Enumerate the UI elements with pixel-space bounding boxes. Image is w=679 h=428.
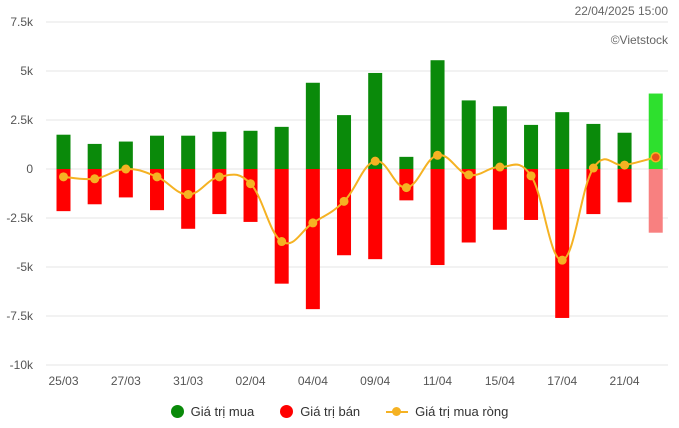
net-point [557, 255, 567, 265]
buy-bar [399, 156, 414, 169]
legend-net-marker [386, 405, 409, 418]
y-axis: 7.5k 5k 2.5k 0 -2.5k -5k -7.5k -10k [6, 15, 34, 372]
buy-bar [150, 135, 165, 169]
sell-bar [648, 169, 663, 233]
net-point [495, 162, 505, 172]
buy-bar [555, 112, 570, 169]
x-tick-label: 17/04 [547, 374, 577, 388]
buy-bar [274, 126, 289, 169]
net-point [370, 156, 380, 166]
x-tick-label: 21/04 [610, 374, 640, 388]
buy-bar [586, 123, 601, 169]
net-point [339, 196, 349, 206]
x-tick-label: 15/04 [485, 374, 515, 388]
legend-buy-label: Giá trị mua [190, 404, 255, 419]
net-point [152, 172, 162, 182]
net-point [650, 151, 661, 163]
y-tick-label: 7.5k [10, 15, 34, 29]
buy-bar [56, 134, 71, 169]
buy-bar [337, 115, 352, 169]
net-trading-chart: 22/04/2025 15:00 ©Vietstock 7.5k 5k 2.5k 0 -… [6, 4, 669, 388]
legend-sell-marker [280, 405, 294, 418]
net-point [401, 183, 411, 193]
x-tick-label: 27/03 [111, 374, 141, 388]
legend-buy-marker [170, 405, 184, 418]
net-point [433, 150, 443, 160]
sell-bar [430, 169, 445, 266]
sell-bar [118, 169, 133, 198]
buy-bar [368, 72, 383, 169]
legend-net-label: Giá trị mua ròng [415, 404, 509, 419]
grid [46, 21, 668, 366]
sell-bar [555, 169, 570, 318]
y-tick-label: 0 [26, 162, 33, 176]
bars [56, 60, 663, 318]
legend-sell-label: Giá trị bán [300, 404, 361, 419]
sell-bar [243, 169, 258, 222]
net-point [277, 237, 287, 247]
sell-bar [461, 169, 476, 243]
buy-bar [181, 135, 196, 169]
net-point [526, 171, 536, 181]
watermark-credit: ©Vietstock [611, 33, 669, 47]
legend-item-net[interactable]: Giá trị mua ròng [386, 404, 508, 419]
timestamp: 22/04/2025 15:00 [575, 4, 669, 18]
net-point [620, 160, 630, 170]
x-tick-label: 25/03 [48, 374, 78, 388]
sell-bar [492, 169, 507, 230]
buy-bar [118, 141, 133, 169]
legend-item-buy[interactable]: Giá trị mua [170, 404, 255, 419]
legend: Giá trị mua Giá trị bán Giá trị mua ròng [0, 404, 679, 419]
buy-bar [648, 93, 663, 169]
net-point [59, 172, 68, 182]
sell-bar [212, 169, 227, 215]
buy-bar [617, 132, 632, 169]
sell-bar [87, 169, 102, 205]
y-tick-label: -2.5k [6, 211, 34, 225]
net-point [464, 170, 474, 180]
y-tick-label: 5k [20, 64, 34, 78]
net-point [183, 189, 193, 199]
buy-bar [430, 60, 445, 169]
x-tick-label: 31/03 [173, 374, 203, 388]
y-tick-label: -10k [10, 358, 34, 372]
net-point [90, 174, 100, 184]
buy-bar [212, 131, 227, 169]
sell-bar [337, 169, 352, 256]
buy-bar [305, 82, 320, 169]
net-point [121, 164, 131, 174]
sell-bar [617, 169, 632, 203]
buy-bar [461, 100, 476, 169]
sell-bar [368, 169, 383, 260]
buy-bar [524, 124, 539, 169]
buy-bar [243, 130, 258, 169]
sell-bar [274, 169, 289, 284]
x-axis: 25/03 27/03 31/03 02/04 04/04 09/04 11/04 15/04… [48, 374, 639, 388]
y-tick-label: -7.5k [6, 309, 34, 323]
net-point [246, 179, 256, 189]
legend-item-sell[interactable]: Giá trị bán [280, 404, 360, 419]
x-tick-label: 11/04 [423, 374, 452, 388]
x-tick-label: 04/04 [298, 374, 328, 388]
x-tick-label: 09/04 [360, 374, 390, 388]
x-tick-label: 02/04 [236, 374, 266, 388]
y-tick-label: -5k [16, 260, 34, 274]
net-point [588, 163, 598, 173]
net-point [214, 172, 224, 182]
buy-bar [87, 143, 102, 169]
sell-bar [586, 169, 601, 215]
buy-bar [492, 106, 507, 169]
net-line-series [59, 150, 661, 265]
y-tick-label: 2.5k [10, 113, 34, 127]
sell-bar [305, 169, 320, 310]
net-point [308, 218, 318, 228]
